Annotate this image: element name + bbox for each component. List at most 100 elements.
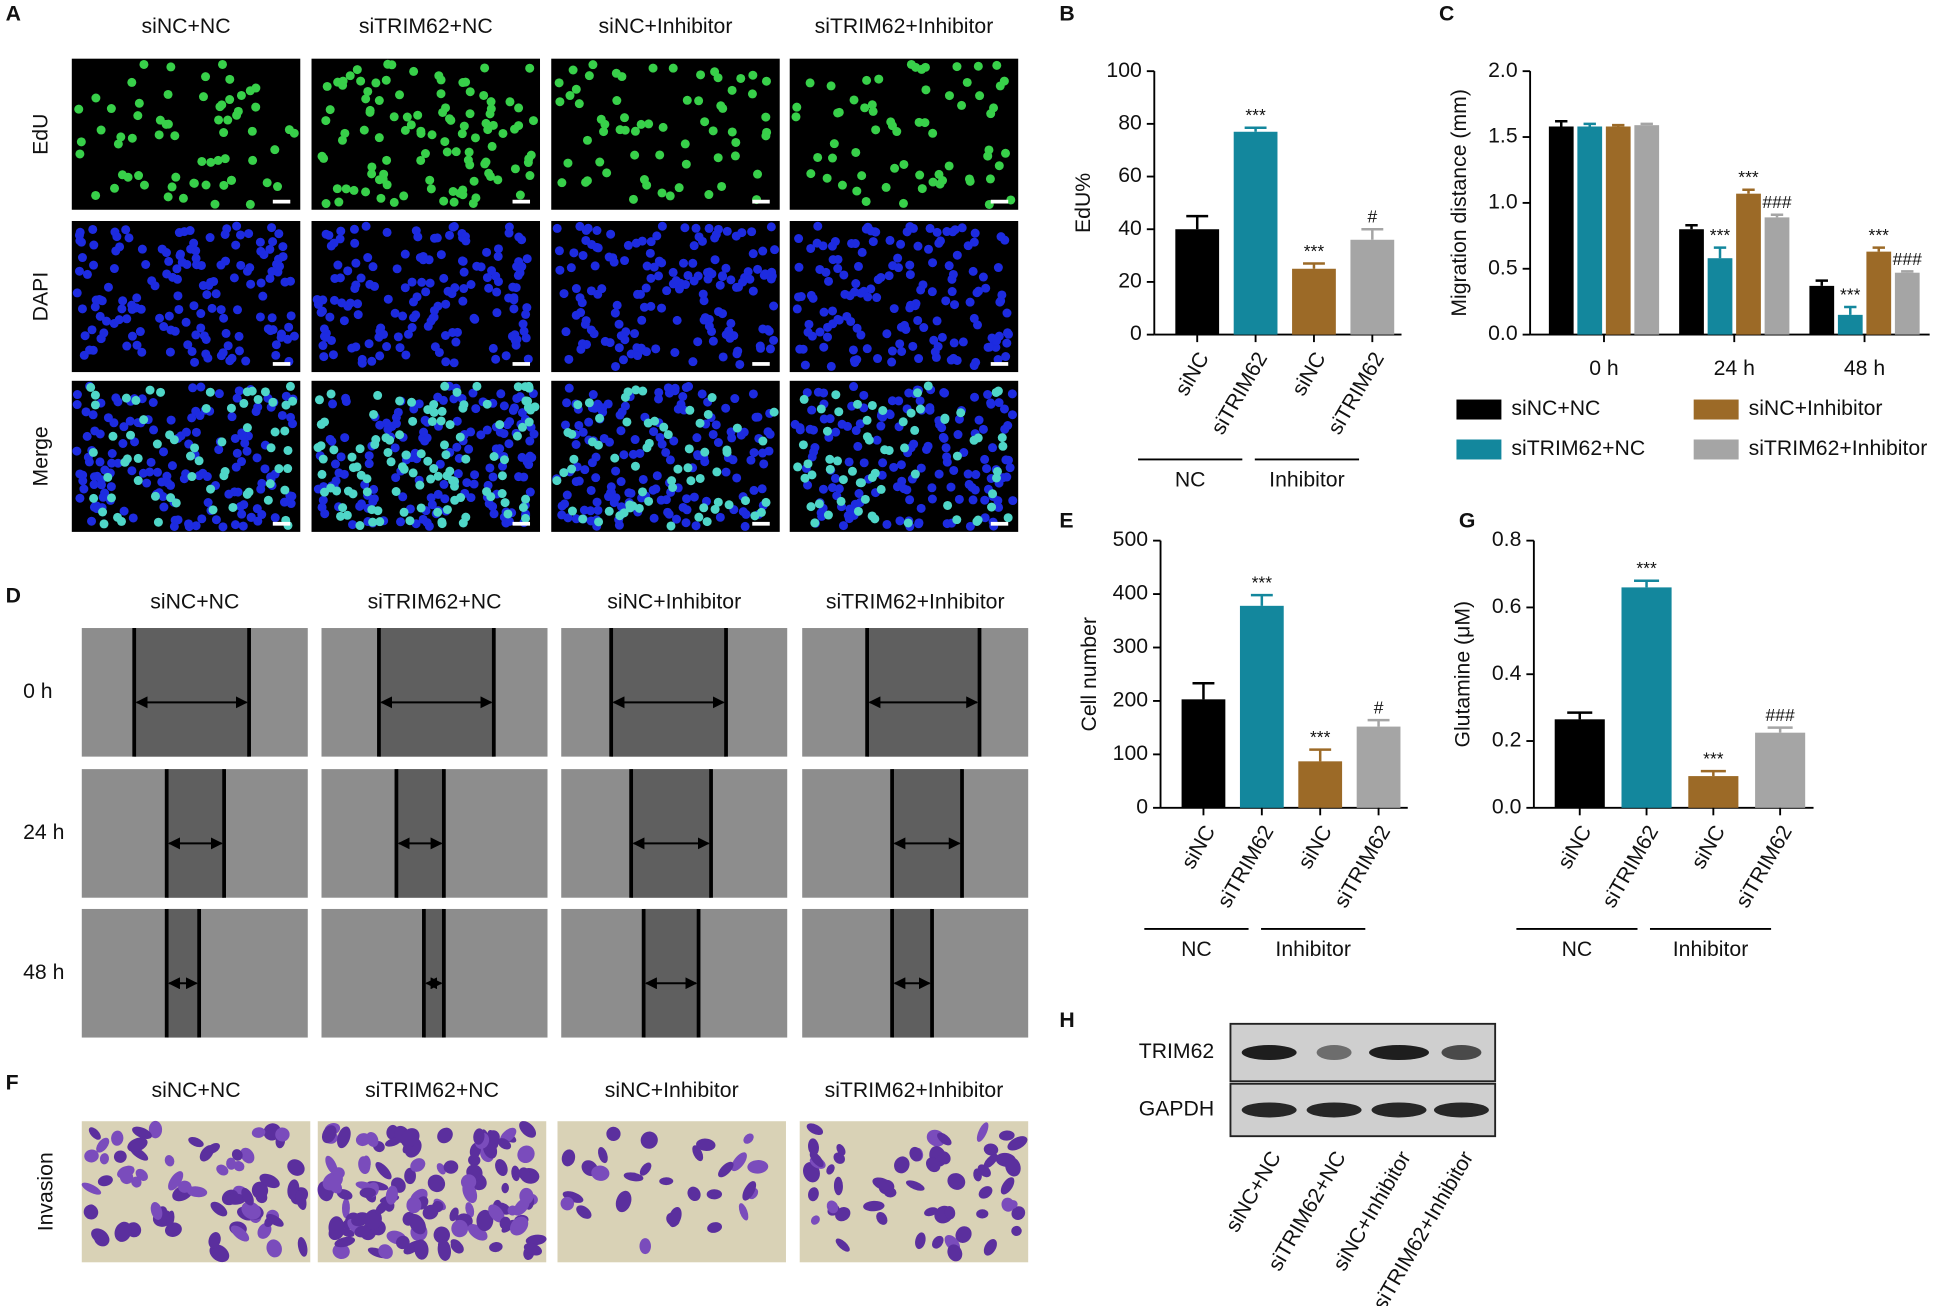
error-bar: [1367, 718, 1390, 727]
cell: [672, 315, 682, 325]
cell: [853, 399, 863, 409]
cell: [631, 238, 641, 248]
panel-letter: G: [1459, 510, 1476, 533]
cell: [397, 462, 407, 472]
error-bar: [1815, 279, 1828, 286]
significance: ###: [1766, 705, 1795, 725]
cell: [81, 407, 91, 417]
cell: [526, 405, 536, 415]
cell: [383, 59, 393, 69]
cell: [943, 500, 953, 510]
cell: [488, 120, 498, 130]
cell: [441, 103, 451, 113]
cell: [620, 401, 630, 411]
significance: ***: [1304, 241, 1325, 261]
cell: [834, 407, 844, 417]
cell: [502, 420, 512, 430]
cell: [107, 449, 117, 458]
invaded-cell: [1005, 1157, 1021, 1177]
cell: [260, 464, 270, 474]
invaded-cell: [113, 1150, 127, 1163]
cell: [713, 73, 723, 83]
cell: [281, 391, 291, 401]
cell: [863, 292, 873, 302]
cell: [91, 190, 101, 200]
cell: [588, 60, 598, 70]
cell: [518, 503, 528, 512]
cell: [732, 473, 742, 483]
microscopy-image: [311, 58, 541, 210]
cell: [408, 297, 418, 307]
cell: [559, 289, 569, 299]
invaded-cell: [615, 1190, 632, 1213]
cell: [968, 266, 978, 276]
cell: [329, 445, 339, 455]
cell: [99, 328, 109, 338]
cell: [87, 516, 97, 526]
cell: [842, 311, 852, 321]
error-bar: [1361, 227, 1384, 240]
cell: [336, 511, 346, 521]
cell: [908, 223, 918, 233]
wound-gap: [134, 628, 250, 757]
cell: [859, 390, 869, 400]
invaded-cell: [925, 1157, 941, 1173]
cell: [376, 193, 386, 203]
invaded-cell: [131, 1176, 142, 1188]
cell: [178, 193, 188, 203]
cell: [528, 116, 538, 126]
cell: [187, 346, 197, 356]
cell: [699, 503, 709, 513]
cell: [992, 60, 1002, 70]
invaded-cell: [894, 1156, 910, 1174]
cell: [1001, 148, 1010, 158]
cell: [139, 180, 149, 190]
cell: [695, 418, 705, 428]
cell: [834, 484, 844, 494]
cell: [575, 293, 585, 303]
invaded-cell: [511, 1165, 521, 1182]
cell: [758, 324, 768, 334]
cell: [99, 519, 109, 529]
invaded-cell: [451, 1219, 469, 1238]
cell: [599, 433, 609, 443]
cell: [347, 452, 357, 462]
invaded-cell: [199, 1145, 214, 1162]
cell: [968, 495, 978, 505]
cell: [806, 169, 816, 179]
row-label: 0 h: [23, 680, 52, 703]
cell: [586, 286, 596, 296]
cell: [700, 313, 710, 323]
cell: [174, 228, 184, 238]
cell: [390, 308, 400, 318]
panel-letter: B: [1059, 3, 1074, 26]
cell: [704, 321, 714, 331]
cell: [819, 307, 829, 317]
cell: [689, 241, 699, 251]
error-bar: [1742, 188, 1755, 194]
cell: [415, 480, 425, 490]
cell: [268, 237, 278, 247]
cell: [986, 398, 996, 408]
cell: [425, 175, 435, 185]
cell: [813, 152, 823, 162]
y-tick-label: 0.4: [1492, 662, 1522, 685]
cell: [142, 478, 152, 488]
cell: [792, 102, 802, 112]
cell: [449, 197, 459, 207]
cell: [726, 275, 736, 285]
cell: [828, 306, 838, 316]
cell: [793, 292, 803, 302]
cell: [523, 354, 533, 364]
cell: [283, 445, 293, 455]
cell: [482, 399, 492, 409]
cell: [251, 102, 261, 112]
cell: [581, 316, 591, 326]
y-tick-label: 0: [1130, 322, 1142, 345]
y-tick-label: 0: [1136, 795, 1148, 818]
cell: [374, 96, 384, 105]
blot-band: [1371, 1102, 1427, 1118]
invaded-cell: [826, 1164, 835, 1175]
cell: [944, 261, 954, 271]
cell: [423, 405, 433, 415]
